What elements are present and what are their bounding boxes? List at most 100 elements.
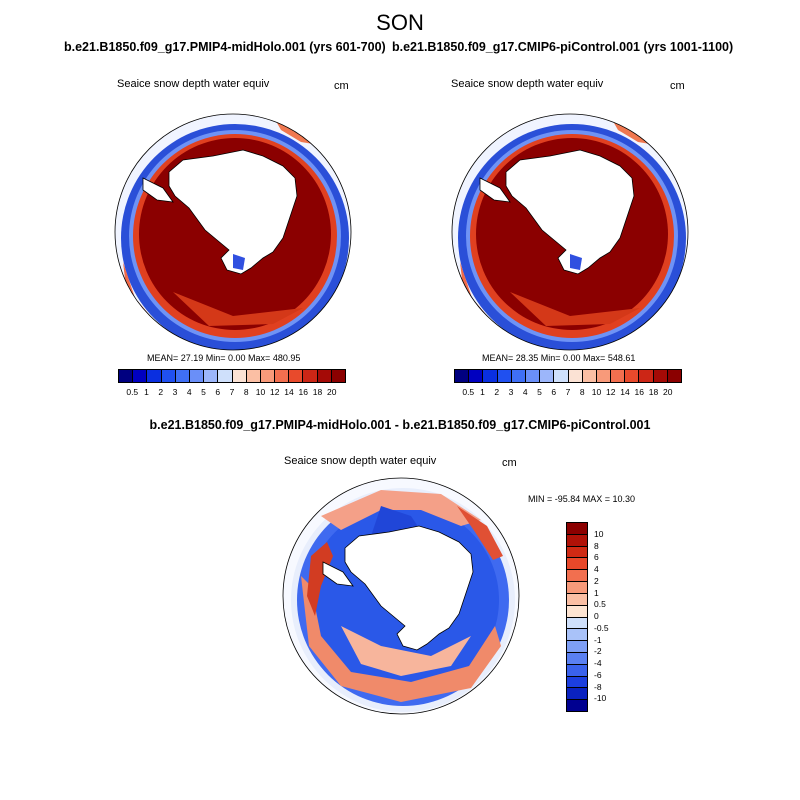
colorbar-tick-label: -0.5 — [594, 622, 609, 633]
colorbar-tick-label: 0.5 — [594, 599, 606, 610]
colorbar-swatch — [331, 370, 345, 382]
colorbar-swatch — [119, 370, 134, 382]
colorbar-tick-label: 4 — [594, 564, 599, 574]
panel-diff-map — [282, 477, 520, 715]
colorbar-swatch — [133, 370, 148, 382]
colorbar-swatch — [667, 370, 681, 382]
colorbar-tick-label: 0.5 — [126, 387, 139, 397]
colorbar-swatch — [289, 370, 304, 382]
colorbar-swatch — [639, 370, 654, 382]
colorbar-tick-label: 6 — [215, 387, 221, 397]
colorbar-tick-label: 5 — [537, 387, 542, 397]
panel-left-stats: MEAN= 27.19 Min= 0.00 Max= 480.95 — [147, 353, 301, 363]
colorbar-tick-label: 20 — [327, 387, 337, 397]
colorbar-swatch — [567, 676, 587, 689]
colorbar-swatch — [653, 370, 668, 382]
colorbar-tick-label: 3 — [172, 387, 178, 397]
colorbar-tick-label: 0 — [594, 611, 599, 621]
colorbar-tick-label: 4 — [522, 387, 528, 397]
colorbar-swatch — [567, 582, 587, 594]
colorbar-swatch — [567, 605, 587, 618]
panel-diff-variable-label: Seaice snow depth water equiv — [284, 455, 437, 467]
colorbar-tick-label: 1 — [144, 387, 149, 397]
figure-title: SON — [376, 10, 424, 35]
colorbar-swatch — [567, 534, 587, 547]
colorbar-tick-label: 18 — [312, 387, 323, 397]
panel-right-variable-label: Seaice snow depth water equiv — [451, 78, 604, 90]
colorbar-tick-label: -8 — [594, 681, 602, 692]
colorbar-swatch — [218, 370, 233, 382]
colorbar-tick-label: 20 — [663, 387, 673, 397]
colorbar-tick-label: 1 — [480, 387, 485, 397]
colorbar-tick-label: 16 — [298, 387, 308, 397]
colorbar-swatch — [246, 370, 261, 382]
colorbar-tick-label: 10 — [591, 387, 602, 397]
colorbar-swatch — [455, 370, 470, 382]
colorbar-swatch — [568, 370, 583, 382]
colorbar-tick-label: 3 — [508, 387, 514, 397]
colorbar-swatch — [567, 523, 587, 535]
colorbar-tick-label: 8 — [579, 387, 585, 397]
colorbar-swatch — [567, 629, 587, 642]
colorbar-tick-label: 18 — [648, 387, 659, 397]
colorbar-swatch — [147, 370, 162, 382]
panel-right-map — [451, 113, 689, 351]
panel-diff-units-label: cm — [502, 457, 517, 469]
colorbar-swatch — [497, 370, 512, 382]
colorbar-swatch — [611, 370, 626, 382]
panel-diff-colorbar-ticks: 10 8 6 4 2 1 0.5 0 -0.5 -1 -2 -4 -6 -8 -10 — [594, 522, 634, 710]
panel-right-colorbar — [454, 369, 682, 383]
colorbar-swatch — [189, 370, 205, 382]
colorbar-swatch — [567, 641, 587, 653]
colorbar-swatch — [511, 370, 526, 382]
colorbar-swatch — [567, 688, 587, 701]
colorbar-swatch — [260, 370, 276, 382]
colorbar-tick-label: -4 — [594, 658, 602, 668]
colorbar-swatch — [469, 370, 484, 382]
panel-right-stats: MEAN= 28.35 Min= 0.00 Max= 548.61 — [482, 353, 636, 363]
panel-diff-stats: MIN = -95.84 MAX = 10.30 — [528, 494, 636, 504]
colorbar-tick-label: 4 — [186, 387, 192, 397]
colorbar-swatch — [596, 370, 612, 382]
colorbar-tick-label: 10 — [255, 387, 266, 397]
colorbar-tick-label: -6 — [594, 669, 602, 680]
colorbar-tick-label: 12 — [270, 387, 280, 397]
panel-left-case-title: b.e21.B1850.f09_g17.PMIP4-midHolo.001 (y… — [64, 40, 386, 54]
colorbar-tick-label: 10 — [594, 528, 604, 539]
colorbar-swatch — [175, 370, 190, 382]
colorbar-swatch — [161, 370, 176, 382]
panel-left-variable-label: Seaice snow depth water equiv — [117, 78, 270, 90]
colorbar-tick-label: 16 — [634, 387, 644, 397]
colorbar-tick-label: 7 — [565, 387, 571, 397]
colorbar-swatch — [567, 652, 587, 665]
colorbar-tick-label: -2 — [594, 646, 602, 657]
colorbar-tick-label: 8 — [594, 540, 599, 551]
colorbar-tick-label: 14 — [620, 387, 630, 397]
panel-left-units-label: cm — [334, 80, 349, 92]
colorbar-tick-label: 12 — [606, 387, 616, 397]
colorbar-tick-label: 14 — [284, 387, 294, 397]
panel-right-case-title: b.e21.B1850.f09_g17.CMIP6-piControl.001 … — [392, 40, 734, 54]
colorbar-swatch — [567, 700, 587, 711]
panel-diff-case-title: b.e21.B1850.f09_g17.PMIP4-midHolo.001 - … — [149, 418, 651, 432]
colorbar-swatch — [582, 370, 597, 382]
panel-right-units-label: cm — [670, 80, 685, 92]
colorbar-swatch — [317, 370, 332, 382]
colorbar-swatch — [232, 370, 247, 382]
colorbar-swatch — [567, 558, 587, 571]
colorbar-tick-label: 7 — [229, 387, 235, 397]
colorbar-tick-label: 6 — [551, 387, 557, 397]
colorbar-swatch — [303, 370, 318, 382]
colorbar-tick-label: 2 — [494, 387, 500, 397]
colorbar-swatch — [567, 593, 587, 606]
panel-left-colorbar — [118, 369, 346, 383]
colorbar-swatch — [625, 370, 640, 382]
colorbar-tick-label: 5 — [201, 387, 206, 397]
colorbar-swatch — [540, 370, 555, 382]
colorbar-swatch — [567, 546, 587, 559]
colorbar-swatch — [567, 570, 587, 583]
colorbar-tick-label: -1 — [594, 634, 602, 645]
colorbar-swatch — [567, 617, 587, 630]
colorbar-swatch — [567, 664, 587, 677]
colorbar-swatch — [275, 370, 290, 382]
